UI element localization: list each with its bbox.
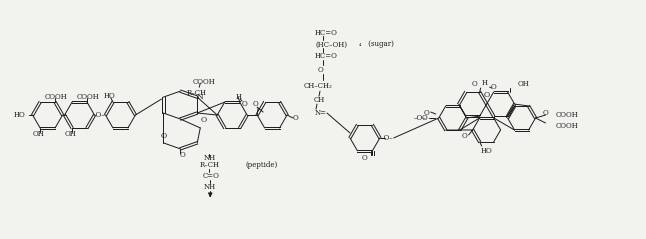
Text: HO: HO xyxy=(104,92,116,100)
Text: O: O xyxy=(422,114,428,122)
Text: HO: HO xyxy=(14,111,26,119)
Text: N=: N= xyxy=(315,109,327,117)
Text: COOH: COOH xyxy=(45,93,67,101)
Text: NH: NH xyxy=(204,183,216,191)
Text: –O–: –O– xyxy=(380,134,393,142)
Text: COOH: COOH xyxy=(193,78,216,86)
Text: HC=O: HC=O xyxy=(315,52,338,60)
Text: COOH: COOH xyxy=(556,122,578,130)
Text: O: O xyxy=(242,100,247,108)
Text: NH: NH xyxy=(204,154,216,162)
Text: O: O xyxy=(253,100,258,108)
Text: O: O xyxy=(472,80,477,88)
Text: O: O xyxy=(200,116,206,124)
Text: OH: OH xyxy=(517,80,530,88)
Text: O: O xyxy=(292,114,298,122)
Text: OH: OH xyxy=(32,130,44,138)
Text: O: O xyxy=(543,109,548,117)
Text: H: H xyxy=(235,93,241,101)
Text: O: O xyxy=(160,132,167,140)
Text: O: O xyxy=(491,83,497,91)
Text: HO: HO xyxy=(481,147,492,155)
Text: CH–CH₂: CH–CH₂ xyxy=(304,82,333,90)
Text: O: O xyxy=(317,66,323,74)
Text: (HC–OH): (HC–OH) xyxy=(315,40,347,49)
Text: COOH: COOH xyxy=(556,111,578,119)
Text: HC=O: HC=O xyxy=(315,28,338,37)
Text: C=O: C=O xyxy=(203,172,220,180)
Text: N: N xyxy=(197,93,203,101)
Text: –O–: –O– xyxy=(93,111,106,119)
Text: CH: CH xyxy=(313,96,325,104)
Text: O: O xyxy=(484,91,490,99)
Text: O: O xyxy=(424,109,430,117)
Text: R–CH: R–CH xyxy=(199,161,219,169)
Text: (peptide): (peptide) xyxy=(245,161,277,169)
Text: O: O xyxy=(362,154,368,162)
Text: OH: OH xyxy=(64,130,76,138)
Text: –O–: –O– xyxy=(413,114,426,122)
Text: O: O xyxy=(180,151,185,159)
Text: (sugar): (sugar) xyxy=(366,40,394,49)
Text: O: O xyxy=(462,132,468,140)
Text: ₄: ₄ xyxy=(359,42,361,47)
Text: H: H xyxy=(482,79,488,87)
Text: COOH: COOH xyxy=(77,93,99,101)
Text: R–CH: R–CH xyxy=(186,89,206,97)
